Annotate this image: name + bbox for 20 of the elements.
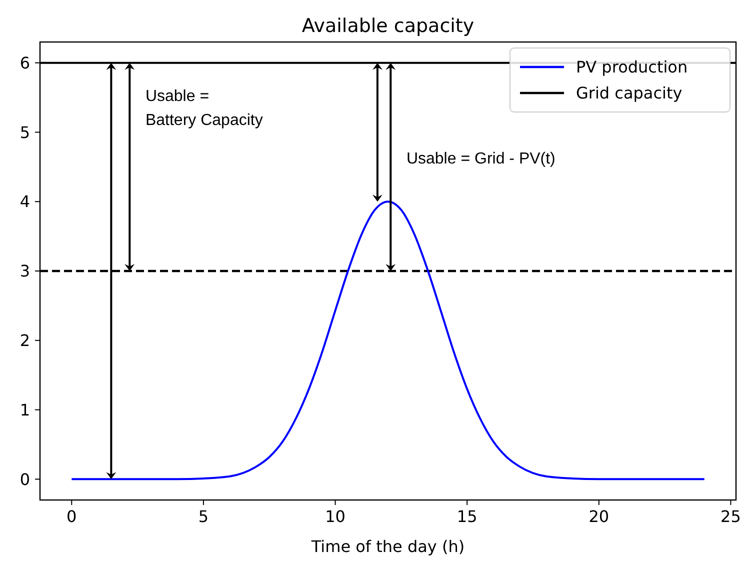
- y-tick-label: 4: [20, 192, 30, 212]
- y-tick-label: 6: [20, 53, 30, 72]
- x-axis-title: Time of the day (h): [310, 537, 465, 556]
- line-series: [70, 200, 706, 480]
- y-tick-label: 1: [20, 400, 30, 420]
- x-tick-label: 20: [588, 507, 610, 526]
- annotation: Usable = Battery Capacity: [145, 88, 263, 129]
- y-tick-label: 5: [20, 122, 30, 142]
- chart-title: Available capacity: [302, 15, 474, 37]
- y-tick-label: 3: [20, 262, 30, 281]
- y-tick-label: 2: [20, 330, 30, 350]
- x-tick-label: 5: [198, 507, 209, 526]
- annotation: Usable = Grid - PV(t): [406, 150, 556, 168]
- legend-label: PV production: [576, 58, 688, 77]
- y-tick-label: 0: [20, 470, 30, 489]
- x-tick-label: 10: [325, 507, 346, 526]
- x-tick-label: 25: [720, 507, 741, 526]
- x-tick-label: 15: [456, 507, 478, 526]
- legend-label: Grid capacity: [576, 84, 682, 103]
- x-tick-label: 0: [66, 507, 77, 526]
